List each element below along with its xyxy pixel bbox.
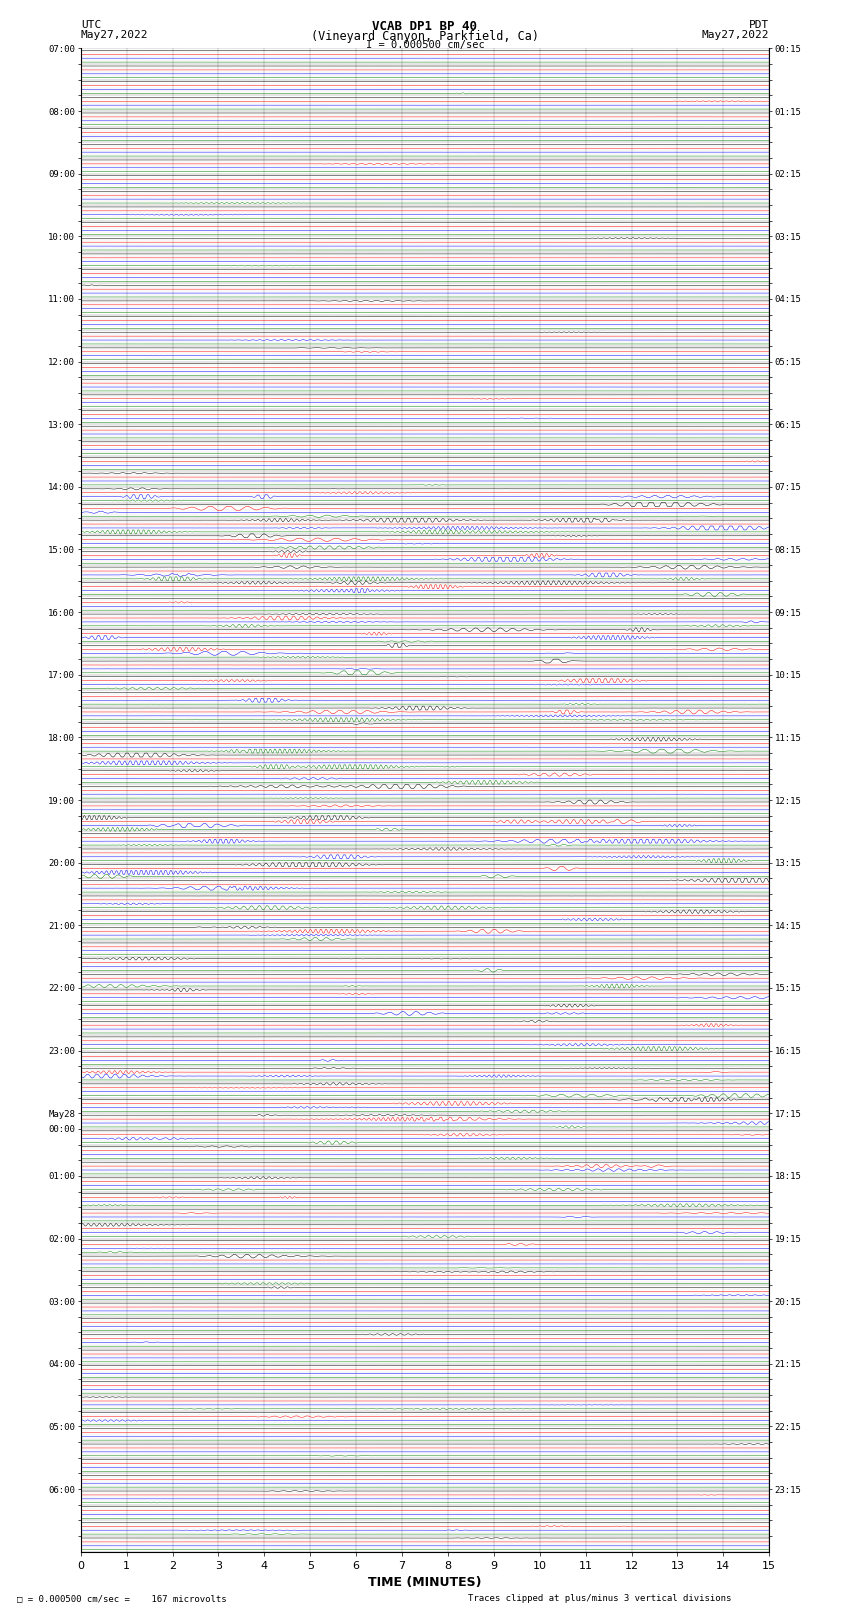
Text: May27,2022: May27,2022 [81,31,148,40]
Text: PDT: PDT [749,19,769,31]
Text: I = 0.000500 cm/sec: I = 0.000500 cm/sec [366,39,484,50]
Text: May27,2022: May27,2022 [702,31,769,40]
Text: (Vineyard Canyon, Parkfield, Ca): (Vineyard Canyon, Parkfield, Ca) [311,31,539,44]
Text: □ = 0.000500 cm/sec =    167 microvolts: □ = 0.000500 cm/sec = 167 microvolts [17,1594,227,1603]
Text: VCAB DP1 BP 40: VCAB DP1 BP 40 [372,19,478,34]
Text: UTC: UTC [81,19,101,31]
X-axis label: TIME (MINUTES): TIME (MINUTES) [368,1576,482,1589]
Text: Traces clipped at plus/minus 3 vertical divisions: Traces clipped at plus/minus 3 vertical … [468,1594,731,1603]
